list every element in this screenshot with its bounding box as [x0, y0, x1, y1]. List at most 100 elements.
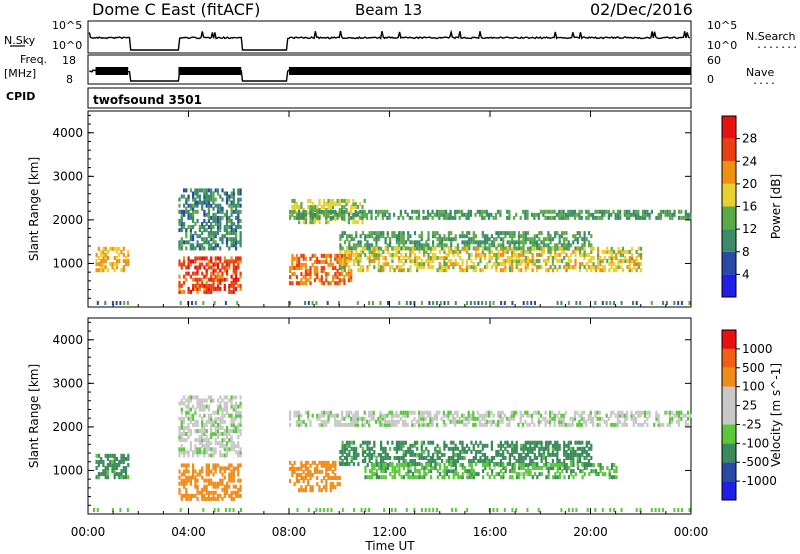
echo-cell	[398, 243, 401, 248]
echo-cell	[225, 447, 229, 452]
echo-cell	[302, 262, 305, 267]
echo-cell	[420, 237, 423, 242]
echo-cell	[325, 256, 328, 261]
echo-cell	[368, 452, 371, 457]
echo-cell	[289, 416, 292, 421]
echo-cell	[524, 212, 527, 217]
ground-scatter-cell	[654, 508, 657, 512]
ground-scatter-cell	[304, 301, 307, 305]
echo-cell	[178, 450, 181, 455]
echo-cell	[291, 281, 294, 286]
echo-cell	[513, 243, 516, 248]
echo-cell	[644, 419, 647, 424]
echo-cell	[540, 456, 543, 460]
echo-cell	[194, 283, 197, 288]
echo-cell	[97, 246, 100, 251]
echo-cell	[501, 416, 504, 421]
echo-cell	[467, 410, 470, 415]
echo-cell	[300, 460, 303, 465]
echo-cell	[235, 395, 238, 400]
echo-cell	[635, 262, 638, 267]
echo-cell	[450, 469, 453, 474]
echo-cell	[540, 440, 543, 445]
echo-cell	[558, 265, 561, 270]
echo-cell	[332, 482, 335, 487]
ground-scatter-cell	[677, 508, 680, 512]
echo-cell	[228, 286, 231, 291]
echo-cell	[210, 447, 213, 452]
echo-cell	[570, 463, 573, 467]
echo-cell	[442, 215, 445, 220]
echo-cell	[341, 278, 344, 283]
echo-cell	[587, 413, 590, 418]
colorbar-swatch	[722, 229, 736, 252]
echo-cell	[463, 246, 466, 251]
echo-cell	[361, 268, 365, 273]
echo-cell	[531, 463, 534, 467]
echo-cell	[542, 237, 545, 242]
echo-cell	[561, 469, 564, 474]
freq-operation-block	[178, 67, 242, 75]
echo-cell	[230, 228, 233, 233]
echo-cell	[495, 246, 498, 251]
echo-cell	[635, 268, 638, 273]
echo-cell	[230, 240, 233, 245]
echo-cell	[189, 225, 192, 229]
echo-cell	[180, 425, 183, 430]
echo-cell	[368, 262, 371, 267]
echo-cell	[225, 194, 229, 199]
echo-cell	[490, 446, 493, 451]
echo-cell	[457, 472, 460, 477]
echo-cell	[436, 410, 439, 415]
echo-cell	[354, 212, 357, 217]
echo-cell	[581, 469, 584, 474]
echo-cell	[120, 456, 123, 461]
echo-cell	[682, 215, 685, 220]
echo-cell	[183, 212, 186, 217]
echo-cell	[508, 234, 511, 239]
echo-cell	[621, 268, 625, 273]
echo-cell	[343, 443, 346, 448]
echo-cell	[307, 416, 310, 421]
echo-cell	[332, 202, 335, 206]
echo-cell	[192, 212, 195, 217]
echo-cell	[585, 252, 588, 257]
echo-cell	[474, 252, 478, 257]
echo-cell	[481, 416, 484, 421]
echo-cell	[472, 456, 475, 460]
ground-scatter-cell	[319, 508, 322, 512]
echo-cell	[207, 404, 210, 409]
echo-cell	[316, 266, 319, 270]
echo-cell	[574, 249, 577, 254]
echo-cell	[626, 265, 629, 270]
echo-cell	[407, 449, 410, 454]
echo-cell	[418, 469, 421, 474]
echo-cell	[336, 281, 339, 286]
echo-cell	[537, 422, 540, 427]
echo-cell	[481, 452, 484, 457]
echo-cell	[463, 243, 466, 248]
echo-cell	[657, 215, 660, 220]
echo-cell	[183, 395, 186, 400]
echo-cell	[189, 407, 192, 412]
echo-cell	[452, 440, 455, 445]
echo-cell	[334, 272, 337, 277]
echo-cell	[449, 215, 452, 220]
echo-cell	[563, 246, 566, 251]
echo-cell	[400, 446, 403, 451]
echo-cell	[449, 209, 452, 214]
echo-cell	[322, 266, 326, 270]
echo-cell	[476, 410, 479, 415]
echo-cell	[230, 274, 233, 279]
echo-cell	[359, 416, 362, 421]
echo-cell	[578, 413, 581, 418]
echo-cell	[210, 243, 213, 248]
echo-cell	[395, 443, 398, 448]
echo-cell	[631, 246, 634, 251]
echo-cell	[474, 416, 477, 421]
echo-cell	[615, 268, 618, 273]
echo-cell	[363, 209, 366, 214]
echo-cell	[565, 231, 568, 236]
echo-cell	[648, 215, 651, 220]
echo-cell	[425, 463, 428, 467]
